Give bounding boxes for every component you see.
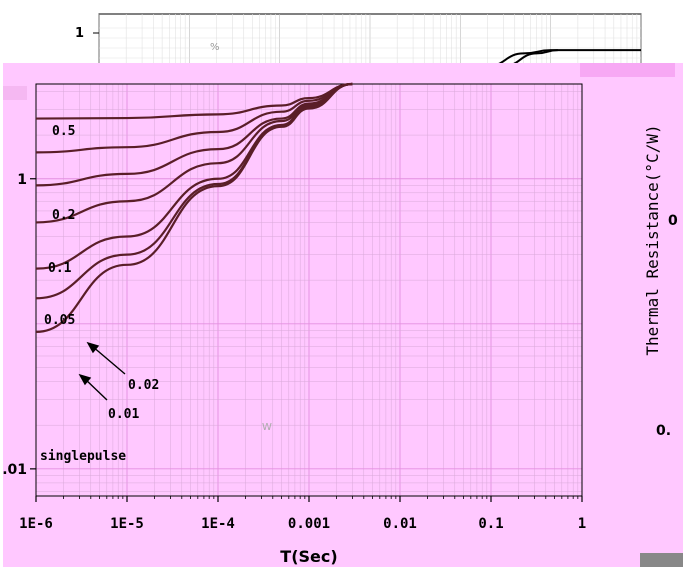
right-axis-fragment-0: 0 <box>668 213 678 229</box>
plot-grid <box>35 84 583 496</box>
watermark: W <box>262 422 272 433</box>
corner-mark <box>640 553 683 567</box>
series-line-singlepulse <box>35 82 353 333</box>
y-tick-label: .01 <box>2 462 27 478</box>
series-label: singlepulse <box>40 449 126 464</box>
series-line-0.2 <box>35 82 353 154</box>
series-label: 0.5 <box>52 124 75 139</box>
series-label: 0.2 <box>52 208 75 223</box>
x-tick-label: 1E-6 <box>19 516 53 532</box>
series-label: 0.01 <box>108 407 139 422</box>
right-strip-mark <box>580 63 675 77</box>
y-tick-label: 1 <box>17 172 27 188</box>
x-tick-label: 1E-4 <box>201 516 235 532</box>
arrow-0.02 <box>86 341 126 375</box>
x-tick-label: 1 <box>578 516 586 532</box>
x-axis-label: T(Sec) <box>280 547 337 566</box>
series-label: 0.1 <box>48 261 72 276</box>
series-line-0.1 <box>35 82 353 187</box>
y-axis-label-right: Thermal Resistance(°C/W) <box>643 124 662 355</box>
arrow-0.01 <box>78 373 108 401</box>
series-line-0.5 <box>35 82 353 120</box>
back-plot-fragment-text: % <box>210 42 220 53</box>
series-label: 0.05 <box>44 313 75 328</box>
x-tick-label: 0.1 <box>478 516 503 532</box>
left-strip-mark <box>3 86 27 100</box>
x-axis-ticks: 1E-6 1E-5 1E-4 0.001 0.01 0.1 1 <box>19 496 586 532</box>
series-labels: 0.5 0.2 0.1 0.05 0.02 0.01 singlepulse <box>40 124 159 464</box>
x-tick-label: 0.01 <box>383 516 417 532</box>
series-lines <box>35 82 353 333</box>
y-axis-ticks: 1.01 <box>2 172 36 478</box>
series-label: 0.02 <box>128 378 159 393</box>
back-plot-y-tick-label: 1 <box>75 26 84 41</box>
x-tick-label: 1E-5 <box>110 516 144 532</box>
x-tick-label: 0.001 <box>288 516 330 532</box>
right-axis-fragment-1: 0. <box>656 423 671 439</box>
